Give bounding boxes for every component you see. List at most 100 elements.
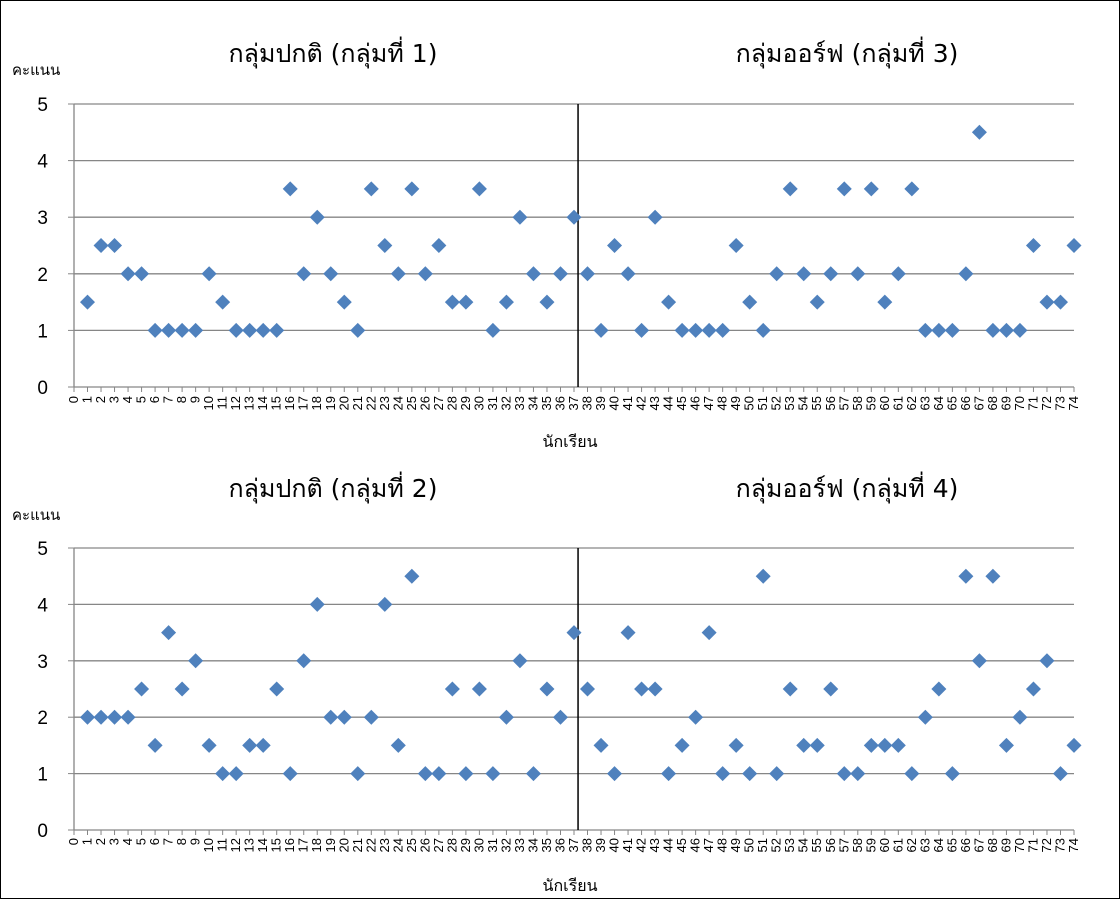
x-tick-label: 49 (728, 838, 743, 852)
y-tick-label: 1 (37, 321, 48, 342)
x-tick-label: 1 (80, 396, 95, 403)
data-point-diamond (282, 181, 298, 197)
data-point-diamond (269, 322, 285, 338)
data-point-diamond (404, 181, 420, 197)
x-tick-label: 13 (242, 396, 257, 410)
data-point-diamond (890, 737, 906, 753)
data-point-diamond (755, 322, 771, 338)
x-tick-label: 12 (228, 838, 243, 852)
x-tick-label: 44 (661, 396, 676, 410)
x-tick-label: 43 (647, 838, 662, 852)
data-point-diamond (998, 737, 1014, 753)
data-point-diamond (1039, 653, 1055, 669)
data-point-diamond (107, 238, 123, 253)
data-point-diamond (147, 322, 163, 338)
x-tick-label: 66 (958, 838, 973, 852)
data-point-diamond (944, 766, 960, 782)
x-tick-label: 2 (93, 396, 108, 403)
x-tick-label: 15 (269, 396, 284, 410)
x-tick-label: 43 (647, 396, 662, 410)
data-point-diamond (769, 766, 785, 782)
x-tick-label: 55 (809, 838, 824, 852)
chart-title-right: กลุ่มออร์ฟ (กลุ่มที่ 3) (736, 36, 959, 69)
data-point-diamond (566, 625, 582, 641)
x-tick-label: 22 (363, 838, 378, 852)
y-tick-label: 0 (37, 378, 48, 399)
data-point-diamond (742, 294, 758, 310)
x-tick-label: 71 (1025, 838, 1040, 852)
x-tick-label: 60 (877, 838, 892, 852)
data-point-diamond (836, 181, 852, 197)
data-point-diamond (823, 681, 839, 697)
data-point-diamond (877, 737, 893, 753)
x-tick-label: 46 (688, 838, 703, 852)
x-tick-label: 59 (863, 838, 878, 852)
x-tick-label: 18 (309, 838, 324, 852)
x-tick-label: 32 (498, 838, 513, 852)
data-point-diamond (539, 681, 555, 697)
data-point-diamond (188, 653, 204, 669)
x-tick-label: 73 (1052, 396, 1067, 410)
data-point-diamond (1052, 294, 1068, 310)
data-point-diamond (944, 322, 960, 338)
data-point-diamond (958, 266, 974, 282)
x-tick-label: 0 (66, 396, 81, 403)
x-tick-label: 67 (971, 838, 986, 852)
data-point-diamond (904, 181, 920, 197)
data-point-diamond (309, 209, 325, 225)
x-tick-label: 16 (282, 396, 297, 410)
data-point-diamond (336, 709, 352, 725)
x-tick-label: 65 (944, 838, 959, 852)
data-point-diamond (296, 653, 312, 669)
data-point-diamond (228, 322, 244, 338)
x-tick-label: 51 (755, 838, 770, 852)
x-axis-label: นักเรียน (543, 432, 598, 451)
x-tick-label: 30 (471, 396, 486, 410)
data-point-diamond (471, 181, 487, 197)
x-tick-label: 29 (458, 396, 473, 410)
x-tick-label: 34 (525, 838, 540, 852)
y-axis-label: คะแนน (12, 61, 60, 79)
data-point-diamond (796, 266, 812, 282)
x-tick-label: 2 (93, 838, 108, 845)
x-tick-label: 58 (850, 838, 865, 852)
data-point-diamond (1066, 238, 1082, 253)
x-tick-label: 12 (228, 396, 243, 410)
data-point-diamond (93, 709, 109, 725)
data-point-diamond (607, 238, 623, 253)
data-point-diamond (201, 266, 217, 282)
x-tick-label: 25 (404, 396, 419, 410)
x-tick-label: 51 (755, 396, 770, 410)
data-point-diamond (242, 737, 258, 753)
x-tick-label: 18 (309, 396, 324, 410)
data-point-diamond (634, 322, 650, 338)
data-point-diamond (323, 709, 339, 725)
x-tick-label: 10 (201, 396, 216, 410)
data-point-diamond (93, 238, 109, 253)
x-tick-label: 23 (377, 838, 392, 852)
data-point-diamond (566, 209, 582, 225)
data-point-diamond (850, 266, 866, 282)
x-tick-label: 4 (120, 838, 135, 845)
x-tick-label: 6 (147, 838, 162, 845)
x-tick-label: 33 (512, 396, 527, 410)
x-tick-label: 27 (431, 838, 446, 852)
data-point-diamond (390, 266, 406, 282)
x-tick-label: 60 (877, 396, 892, 410)
x-tick-label: 7 (161, 396, 176, 403)
data-point-diamond (715, 766, 731, 782)
data-point-diamond (836, 766, 852, 782)
x-tick-label: 8 (174, 838, 189, 845)
data-point-diamond (850, 766, 866, 782)
data-point-diamond (350, 322, 366, 338)
y-tick-label: 0 (37, 821, 48, 842)
x-tick-label: 37 (566, 838, 581, 852)
data-point-diamond (458, 294, 474, 310)
x-tick-label: 36 (552, 838, 567, 852)
data-point-diamond (1012, 322, 1028, 338)
data-point-diamond (404, 568, 420, 584)
data-point-diamond (485, 766, 501, 782)
data-point-diamond (350, 766, 366, 782)
x-tick-label: 53 (782, 396, 797, 410)
